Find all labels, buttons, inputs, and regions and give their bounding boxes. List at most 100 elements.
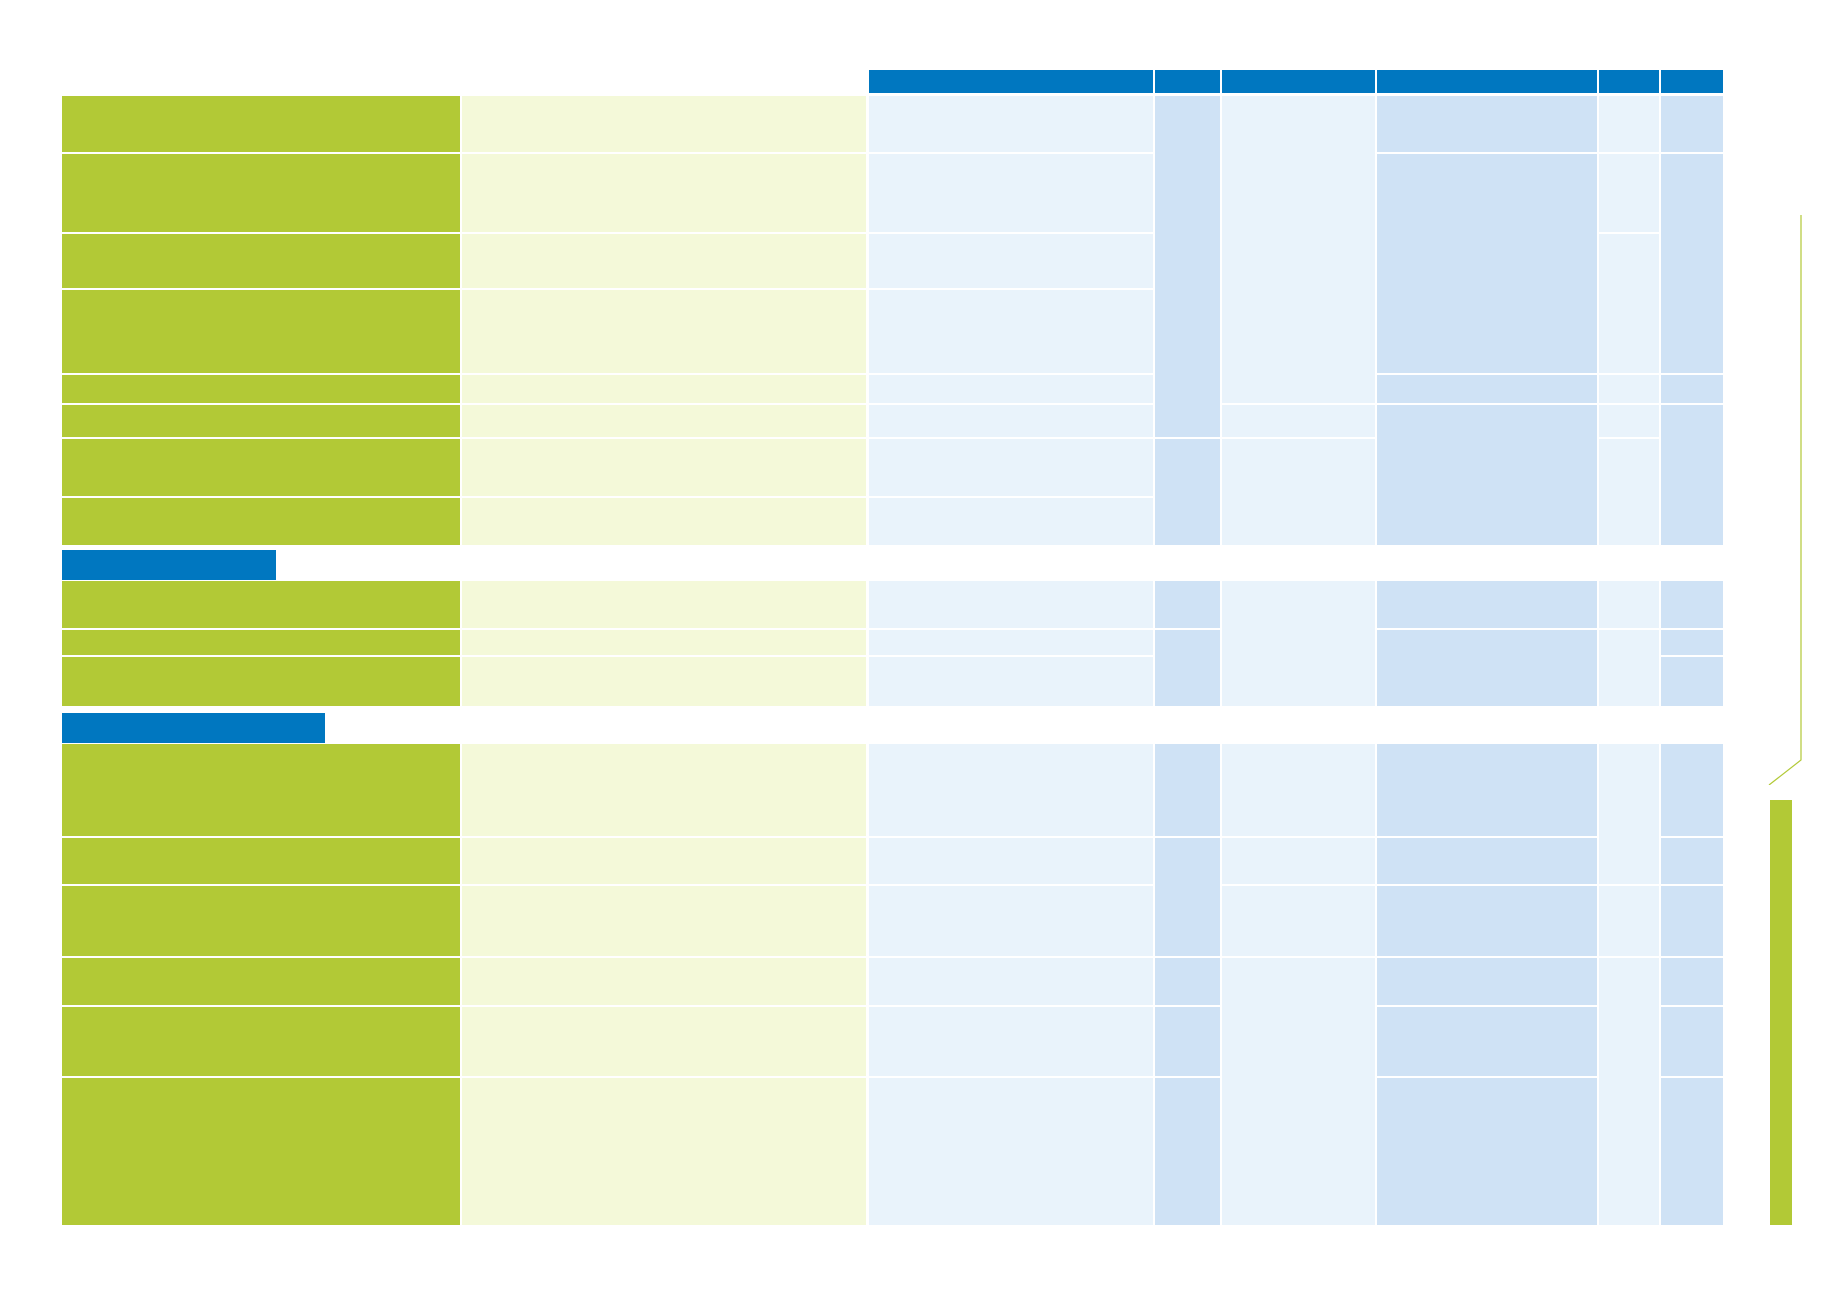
status-cell (1661, 630, 1723, 655)
detail-cell (869, 886, 1153, 956)
criteria-cell (62, 958, 460, 1005)
criteria-cell (62, 1078, 460, 1225)
rating-cell (1155, 744, 1220, 836)
detail-cell (869, 657, 1153, 706)
detail-cell (869, 581, 1153, 628)
column-header-6 (1661, 70, 1723, 93)
responsibility-cell (1222, 744, 1375, 836)
description-cell (462, 154, 866, 232)
timing-cell (1599, 581, 1659, 628)
status-cell (1661, 838, 1723, 884)
timing-cell (1599, 744, 1659, 884)
measure-cell (1377, 375, 1597, 403)
timing-cell (1599, 154, 1659, 232)
detail-cell (869, 744, 1153, 836)
rating-cell (1155, 630, 1220, 706)
column-header-4 (1377, 70, 1597, 93)
detail-cell (869, 1078, 1153, 1225)
measure-cell (1377, 744, 1597, 836)
description-cell (462, 96, 866, 152)
responsibility-cell (1222, 405, 1375, 437)
description-cell (462, 375, 866, 403)
section-header-2 (62, 713, 325, 743)
description-cell (462, 1078, 866, 1225)
rating-cell (1155, 1007, 1220, 1076)
detail-cell (869, 96, 1153, 152)
description-cell (462, 958, 866, 1005)
status-cell (1661, 657, 1723, 706)
rating-cell (1155, 1078, 1220, 1225)
timing-cell (1599, 439, 1659, 545)
responsibility-cell (1222, 96, 1375, 403)
side-bracket-line (1768, 215, 1802, 785)
measure-cell (1377, 886, 1597, 956)
description-cell (462, 886, 866, 956)
timing-cell (1599, 958, 1659, 1225)
section-header-1 (62, 550, 276, 580)
measure-cell (1377, 958, 1597, 1005)
detail-cell (869, 838, 1153, 884)
description-cell (462, 234, 866, 288)
timing-cell (1599, 375, 1659, 403)
description-cell (462, 838, 866, 884)
criteria-cell (62, 290, 460, 373)
criteria-cell (62, 886, 460, 956)
description-cell (462, 630, 866, 655)
rating-cell (1155, 838, 1220, 956)
description-cell (462, 439, 866, 496)
rating-cell (1155, 96, 1220, 437)
measure-cell (1377, 96, 1597, 152)
side-accent-bar (1770, 800, 1792, 1225)
status-cell (1661, 154, 1723, 373)
criteria-cell (62, 498, 460, 545)
rating-cell (1155, 958, 1220, 1005)
rating-cell (1155, 581, 1220, 628)
timing-cell (1599, 630, 1659, 706)
description-cell (462, 290, 866, 373)
criteria-cell (62, 657, 460, 706)
criteria-cell (62, 375, 460, 403)
criteria-cell (62, 1007, 460, 1076)
column-header-1 (869, 70, 1153, 93)
timing-cell (1599, 96, 1659, 152)
status-cell (1661, 886, 1723, 956)
status-cell (1661, 1078, 1723, 1225)
responsibility-cell (1222, 838, 1375, 884)
description-cell (462, 744, 866, 836)
detail-cell (869, 234, 1153, 288)
column-header-2 (1155, 70, 1220, 93)
timing-cell (1599, 405, 1659, 437)
criteria-cell (62, 96, 460, 152)
detail-cell (869, 375, 1153, 403)
measure-cell (1377, 405, 1597, 545)
measure-cell (1377, 1007, 1597, 1076)
status-cell (1661, 405, 1723, 545)
detail-cell (869, 290, 1153, 373)
measure-cell (1377, 838, 1597, 884)
detail-cell (869, 498, 1153, 545)
description-cell (462, 581, 866, 628)
responsibility-cell (1222, 439, 1375, 545)
status-cell (1661, 581, 1723, 628)
measure-cell (1377, 581, 1597, 628)
criteria-cell (62, 744, 460, 836)
detail-cell (869, 439, 1153, 496)
timing-cell (1599, 234, 1659, 373)
measure-cell (1377, 154, 1597, 373)
column-header-3 (1222, 70, 1375, 93)
criteria-cell (62, 838, 460, 884)
description-cell (462, 657, 866, 706)
description-cell (462, 498, 866, 545)
responsibility-cell (1222, 958, 1375, 1225)
description-cell (462, 405, 866, 437)
detail-cell (869, 405, 1153, 437)
detail-cell (869, 1007, 1153, 1076)
criteria-cell (62, 630, 460, 655)
detail-cell (869, 154, 1153, 232)
criteria-cell (62, 234, 460, 288)
responsibility-cell (1222, 581, 1375, 706)
column-header-5 (1599, 70, 1659, 93)
detail-cell (869, 958, 1153, 1005)
detail-cell (869, 630, 1153, 655)
criteria-cell (62, 154, 460, 232)
